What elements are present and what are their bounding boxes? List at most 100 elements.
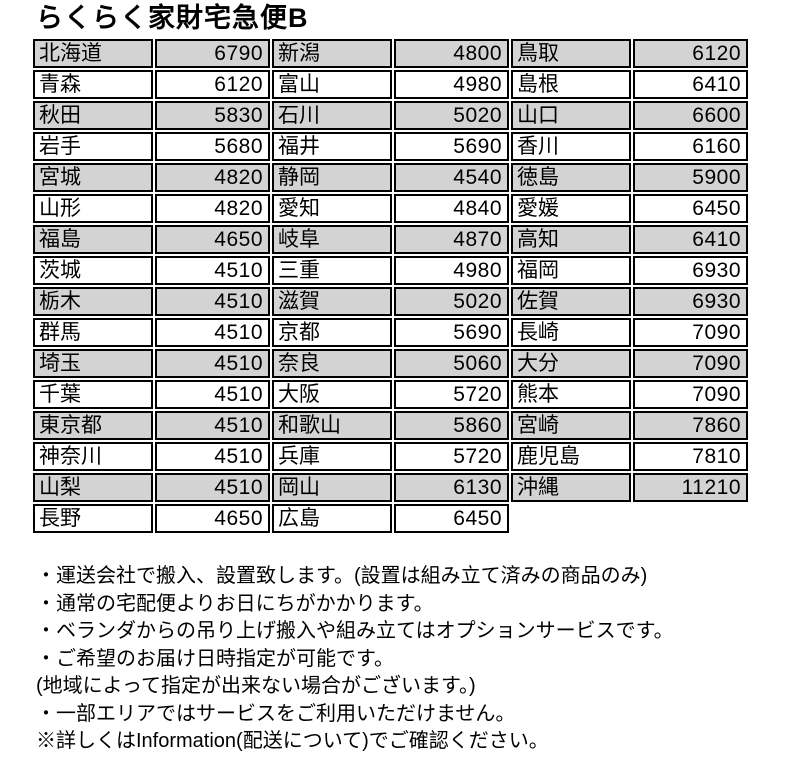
prefecture-cell: 宮崎	[511, 411, 631, 440]
price-cell: 4510	[155, 318, 270, 347]
prefecture-cell: 長野	[33, 504, 153, 533]
price-cell: 6450	[394, 504, 509, 533]
price-cell: 4650	[155, 504, 270, 533]
price-cell: 7860	[633, 411, 748, 440]
note-line: ・通常の宅配便よりお日にちがかかります。	[36, 592, 434, 615]
prefecture-cell: 鳥取	[511, 39, 631, 68]
price-cell: 4870	[394, 225, 509, 254]
prefecture-cell: 宮城	[33, 163, 153, 192]
table-row: 茨城 4510 三重 4980 福岡 6930	[33, 256, 748, 285]
prefecture-cell: 山梨	[33, 473, 153, 502]
note-line: ・ベランダからの吊り上げ搬入や組み立てはオプションサービスです。	[36, 620, 674, 642]
prefecture-cell: 秋田	[33, 101, 153, 130]
prefecture-cell: 静岡	[272, 163, 392, 192]
table-row: 岩手 5680 福井 5690 香川 6160	[33, 132, 748, 161]
price-cell: 6120	[633, 39, 748, 68]
price-cell: 6410	[633, 225, 748, 254]
table-row: 宮城 4820 静岡 4540 徳島 5900	[33, 163, 748, 192]
price-cell: 5680	[155, 132, 270, 161]
prefecture-cell: 山口	[511, 101, 631, 130]
prefecture-cell: 和歌山	[272, 411, 392, 440]
price-cell: 5020	[394, 287, 509, 316]
price-cell: 4820	[155, 163, 270, 192]
price-cell: 6120	[155, 70, 270, 99]
prefecture-cell: 岩手	[33, 132, 153, 161]
table-row: 山形 4820 愛知 4840 愛媛 6450	[33, 194, 748, 223]
price-cell: 5690	[394, 318, 509, 347]
prefecture-cell: 千葉	[33, 380, 153, 409]
prefecture-cell: 鹿児島	[511, 442, 631, 471]
table-row: 埼玉 4510 奈良 5060 大分 7090	[33, 349, 748, 378]
price-cell: 7090	[633, 318, 748, 347]
price-cell: 5720	[394, 442, 509, 471]
note-line: ・運送会社で搬入、設置致します。(設置は組み立て済みの商品のみ)	[36, 565, 648, 587]
price-cell: 6410	[633, 70, 748, 99]
notes-section: ・運送会社で搬入、設置致します。(設置は組み立て済みの商品のみ) ・通常の宅配便よ…	[36, 563, 800, 756]
table-row: 福島 4650 岐阜 4870 高知 6410	[33, 225, 748, 254]
prefecture-cell: 東京都	[33, 411, 153, 440]
price-cell: 4510	[155, 287, 270, 316]
price-cell: 5720	[394, 380, 509, 409]
price-cell: 7090	[633, 380, 748, 409]
prefecture-cell: 山形	[33, 194, 153, 223]
price-cell: 7090	[633, 349, 748, 378]
prefecture-cell: 大阪	[272, 380, 392, 409]
price-cell: 5060	[394, 349, 509, 378]
prefecture-cell: 三重	[272, 256, 392, 285]
table-row: 群馬 4510 京都 5690 長崎 7090	[33, 318, 748, 347]
prefecture-cell: 滋賀	[272, 287, 392, 316]
price-cell: 5900	[633, 163, 748, 192]
prefecture-cell: 熊本	[511, 380, 631, 409]
price-cell: 6600	[633, 101, 748, 130]
prefecture-cell: 愛知	[272, 194, 392, 223]
empty-cell	[511, 504, 631, 533]
prefecture-cell: 埼玉	[33, 349, 153, 378]
price-cell: 6790	[155, 39, 270, 68]
prefecture-cell: 徳島	[511, 163, 631, 192]
prefecture-cell: 富山	[272, 70, 392, 99]
price-cell: 4540	[394, 163, 509, 192]
price-cell: 6930	[633, 287, 748, 316]
price-cell: 5690	[394, 132, 509, 161]
prefecture-cell: 広島	[272, 504, 392, 533]
prefecture-cell: 石川	[272, 101, 392, 130]
price-cell: 4510	[155, 380, 270, 409]
table-row: 秋田 5830 石川 5020 山口 6600	[33, 101, 748, 130]
note-line: ・一部エリアではサービスをご利用いただけません。	[36, 702, 516, 725]
prefecture-cell: 京都	[272, 318, 392, 347]
prefecture-cell: 大分	[511, 349, 631, 378]
prefecture-cell: 岡山	[272, 473, 392, 502]
price-cell: 6450	[633, 194, 748, 223]
prefecture-cell: 沖縄	[511, 473, 631, 502]
price-cell: 4510	[155, 442, 270, 471]
table-row: 青森 6120 富山 4980 島根 6410	[33, 70, 748, 99]
page-title: らくらく家財宅急便B	[36, 3, 309, 33]
shipping-price-table-body: 北海道 6790 新潟 4800 鳥取 6120 青森 6120 富山 4980 島根 6410 秋田 5…	[33, 39, 748, 533]
note-line: ※詳しくはInformation(配送について)でご確認ください。	[36, 730, 549, 752]
price-cell: 4840	[394, 194, 509, 223]
table-row: 神奈川 4510 兵庫 5720 鹿児島 7810	[33, 442, 748, 471]
prefecture-cell: 茨城	[33, 256, 153, 285]
price-cell: 5830	[155, 101, 270, 130]
price-cell: 4820	[155, 194, 270, 223]
price-cell: 6160	[633, 132, 748, 161]
prefecture-cell: 兵庫	[272, 442, 392, 471]
price-cell: 6130	[394, 473, 509, 502]
prefecture-cell: 福井	[272, 132, 392, 161]
price-cell: 11210	[633, 473, 748, 502]
note-line: (地域によって指定が出来ない場合がございます。)	[36, 675, 476, 697]
prefecture-cell: 福岡	[511, 256, 631, 285]
prefecture-cell: 神奈川	[33, 442, 153, 471]
shipping-price-table: 北海道 6790 新潟 4800 鳥取 6120 青森 6120 富山 4980 島根 6410 秋田 5…	[31, 37, 750, 535]
prefecture-cell: 長崎	[511, 318, 631, 347]
table-row: 千葉 4510 大阪 5720 熊本 7090	[33, 380, 748, 409]
empty-cell	[633, 504, 748, 533]
price-cell: 4980	[394, 70, 509, 99]
note-line: ・ご希望のお届け日時指定が可能です。	[36, 647, 394, 670]
table-row: 栃木 4510 滋賀 5020 佐賀 6930	[33, 287, 748, 316]
prefecture-cell: 島根	[511, 70, 631, 99]
prefecture-cell: 佐賀	[511, 287, 631, 316]
prefecture-cell: 群馬	[33, 318, 153, 347]
price-cell: 5860	[394, 411, 509, 440]
